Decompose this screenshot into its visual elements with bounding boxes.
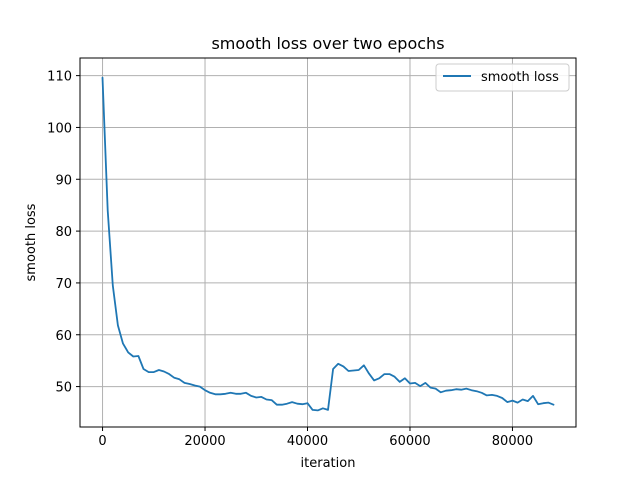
x-tick-label: 60000 [389,434,430,449]
y-tick-label: 80 [55,225,72,240]
smooth-loss-line [101,76,555,412]
y-axis-ticks: 50 60 70 80 90 100 110 [47,70,80,396]
y-tick-label: 70 [55,277,72,292]
chart-title: smooth loss over two epochs [211,34,444,53]
y-tick-label: 50 [55,381,72,396]
x-tick-label: 80000 [492,434,533,449]
x-tick-label: 0 [98,434,106,449]
series-layer [101,76,555,412]
x-axis-ticks: 0 20000 40000 60000 80000 [98,427,533,449]
y-axis-label: smooth loss [24,203,39,281]
y-tick-label: 90 [55,173,72,188]
x-tick-label: 40000 [287,434,328,449]
gridlines [80,58,576,427]
y-tick-label: 100 [47,121,72,136]
plot-frame [79,57,577,428]
legend-label: smooth loss [481,70,559,85]
y-tick-label: 60 [55,329,72,344]
legend-box [435,63,570,92]
y-tick-label: 110 [47,70,72,85]
x-tick-label: 20000 [184,434,225,449]
x-axis-label: iteration [301,456,356,471]
legend: smooth loss [435,63,570,92]
